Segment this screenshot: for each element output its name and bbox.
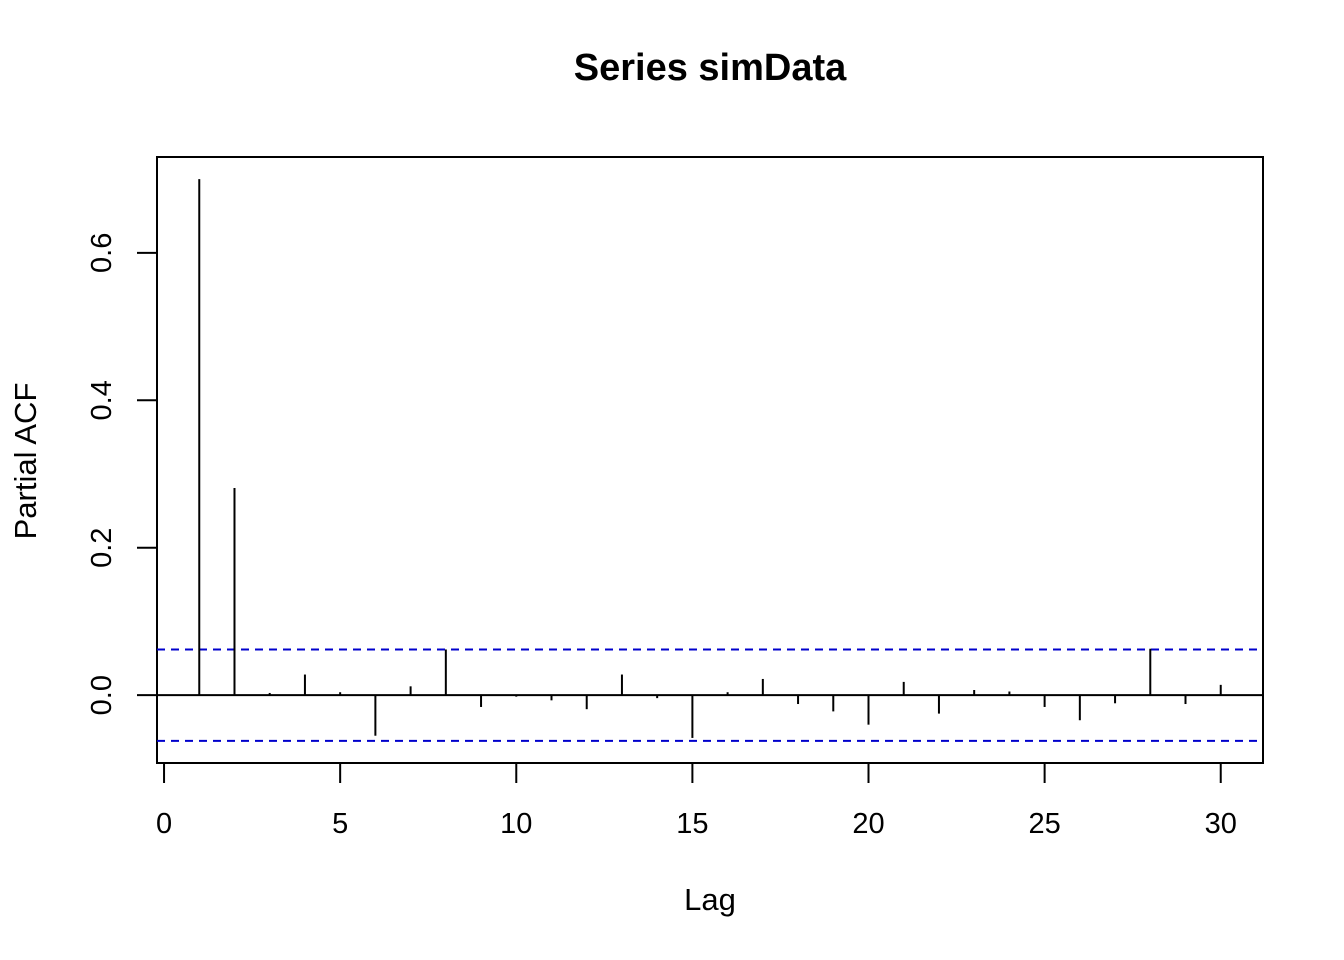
x-tick-label: 30 — [1205, 808, 1237, 840]
y-tick-label: 0.0 — [86, 675, 118, 715]
x-tick-label: 15 — [676, 808, 708, 840]
y-axis: 0.0 0.2 0.4 0.6 — [86, 233, 158, 715]
x-tick-label: 10 — [500, 808, 532, 840]
y-tick-label: 0.2 — [86, 528, 118, 568]
plot-frame — [156, 156, 1264, 764]
chart-title: Series simData — [574, 47, 847, 89]
x-tick-label: 5 — [332, 808, 348, 840]
reference-lines — [157, 648, 1263, 742]
x-tick-label: 25 — [1028, 808, 1060, 840]
y-tick-label: 0.6 — [86, 233, 118, 273]
x-tick-label: 20 — [852, 808, 884, 840]
y-tick-label: 0.4 — [86, 380, 118, 420]
y-axis-label: Partial ACF — [8, 383, 43, 540]
x-axis: 0 5 10 15 20 25 30 — [156, 762, 1237, 840]
x-tick-label: 0 — [156, 808, 172, 840]
pacf-bars — [198, 179, 1222, 738]
x-axis-label: Lag — [684, 882, 736, 917]
